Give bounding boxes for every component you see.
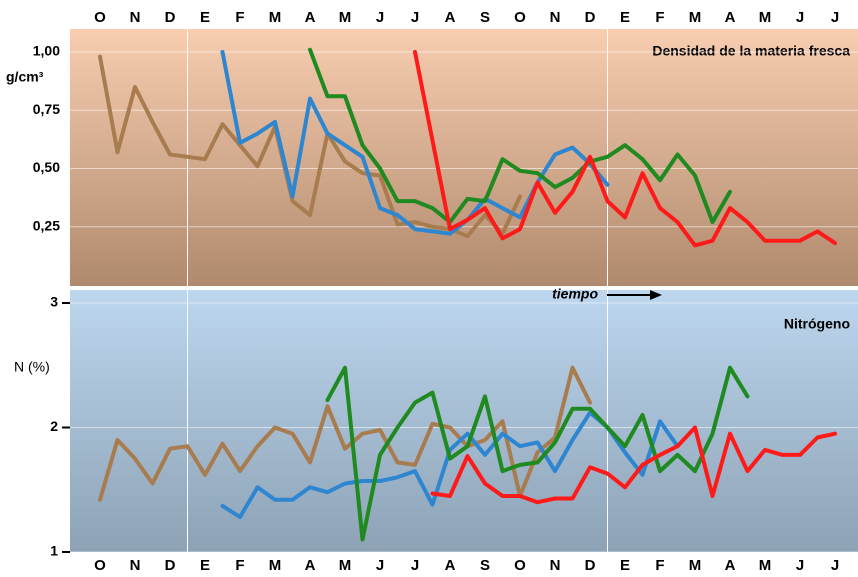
x-tick-label: F (655, 557, 664, 574)
x-tick-label: E (200, 557, 210, 574)
x-tick-label: M (269, 9, 282, 26)
x-tick-label: J (376, 9, 384, 26)
y-tick-label: 0,50 (33, 159, 60, 175)
x-tick-label: N (550, 557, 561, 574)
x-tick-label: A (725, 9, 736, 26)
arrow-head (650, 290, 662, 300)
x-tick-label: O (514, 9, 526, 26)
y-axis-label: N (%) (14, 359, 50, 375)
x-tick-label: J (376, 557, 384, 574)
x-tick-label: F (235, 557, 244, 574)
data-line (98, 365, 592, 502)
x-tick-label: A (725, 557, 736, 574)
y-tick-label: 0,75 (33, 101, 60, 117)
x-tick-label: M (759, 557, 772, 574)
x-tick-label: E (620, 557, 630, 574)
panel-background (70, 290, 858, 552)
x-tick-label: E (620, 9, 630, 26)
x-tick-label: O (94, 9, 106, 26)
x-tick-label: J (831, 9, 839, 26)
y-tick-label: 3 (50, 294, 58, 310)
y-tick-label: 0,25 (33, 217, 60, 233)
x-tick-label: N (550, 9, 561, 26)
x-tick-label: J (796, 557, 804, 574)
x-tick-label: M (339, 9, 352, 26)
x-tick-label: J (831, 557, 839, 574)
x-tick-label: A (445, 557, 456, 574)
x-tick-label: O (94, 557, 106, 574)
x-tick-label: N (130, 557, 141, 574)
x-tick-label: S (480, 9, 490, 26)
y-tick-label: 1,00 (33, 43, 60, 59)
x-tick-label: M (689, 9, 702, 26)
x-tick-label: M (759, 9, 772, 26)
x-tick-label: J (796, 9, 804, 26)
x-tick-label: A (445, 9, 456, 26)
x-tick-label: D (585, 557, 596, 574)
x-tick-label: A (305, 9, 316, 26)
data-line (413, 50, 837, 248)
x-tick-label: A (305, 557, 316, 574)
x-tick-label: S (480, 557, 490, 574)
x-tick-label: J (411, 9, 419, 26)
data-line (325, 365, 750, 542)
data-line (220, 50, 610, 236)
y-tick-label: 2 (50, 418, 58, 434)
x-tick-label: D (585, 9, 596, 26)
x-tick-label: E (200, 9, 210, 26)
x-tick-label: F (655, 9, 664, 26)
x-tick-label: F (235, 9, 244, 26)
x-tick-label: J (411, 557, 419, 574)
y-tick-label: 1 (50, 543, 58, 559)
x-tick-label: M (689, 557, 702, 574)
data-line (430, 425, 837, 505)
panel-title: Densidad de la materia fresca (652, 43, 850, 59)
x-tick-label: M (269, 557, 282, 574)
y-axis-label: g/cm³ (6, 69, 44, 85)
data-line (308, 47, 732, 225)
x-tick-label: D (165, 9, 176, 26)
annotation: tiempo (552, 286, 598, 302)
panel-title: Nitrógeno (784, 316, 850, 332)
x-tick-label: M (339, 557, 352, 574)
x-tick-label: D (165, 557, 176, 574)
x-tick-label: N (130, 9, 141, 26)
x-tick-label: O (514, 557, 526, 574)
